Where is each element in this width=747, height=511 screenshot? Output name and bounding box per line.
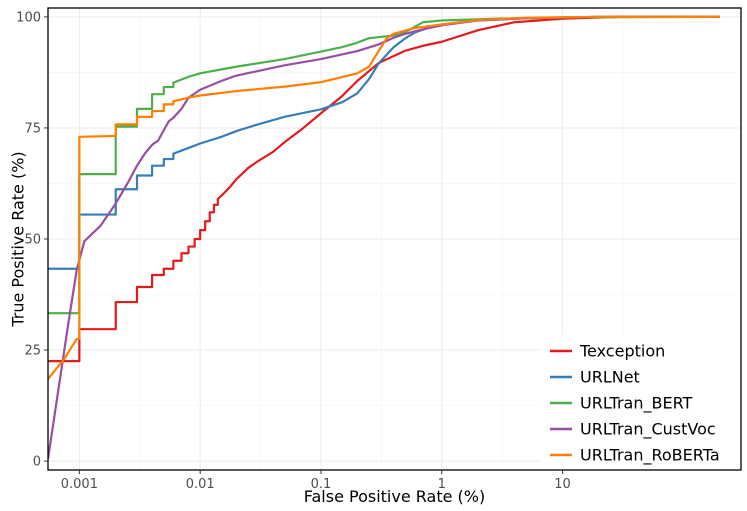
legend-label-urltran-custvoc: URLTran_CustVoc: [580, 420, 716, 440]
legend-label-texception: Texception: [579, 342, 665, 361]
y-tick-label: 25: [24, 344, 41, 359]
x-tick-label: 0.001: [61, 477, 98, 492]
series-layer: [48, 15, 720, 460]
legend: Texception URLNet URLTran_BERT URLTran_Cust…: [540, 335, 739, 469]
legend-label-urlnet: URLNet: [580, 368, 640, 387]
legend-label-urltran-roberta: URLTran_RoBERTa: [580, 446, 720, 466]
legend-label-urltran-bert: URLTran_BERT: [580, 394, 693, 414]
series-line-urltran-custvoc: [48, 15, 720, 460]
y-tick-label: 75: [24, 121, 41, 136]
y-axis-ticks: 0 25 50 75 100: [16, 10, 48, 470]
x-tick-label: 0.01: [186, 477, 215, 492]
series-line-texception: [48, 15, 720, 363]
x-tick-label: 10: [554, 477, 571, 492]
x-axis-ticks: 0.001 0.01 0.1 1 10: [61, 470, 571, 492]
series-line-urltran-roberta: [48, 15, 720, 380]
y-tick-label: 100: [16, 10, 41, 25]
series-line-urlnet: [48, 15, 720, 270]
x-axis-title: False Positive Rate (%): [304, 487, 485, 506]
y-tick-label: 0: [33, 455, 41, 470]
y-axis-title: True Positive Rate (%): [9, 151, 28, 327]
legend-background: [540, 335, 739, 469]
y-tick-label: 50: [24, 233, 41, 248]
x-tick-label: 0.1: [311, 477, 332, 492]
x-tick-label: 1: [438, 477, 446, 492]
